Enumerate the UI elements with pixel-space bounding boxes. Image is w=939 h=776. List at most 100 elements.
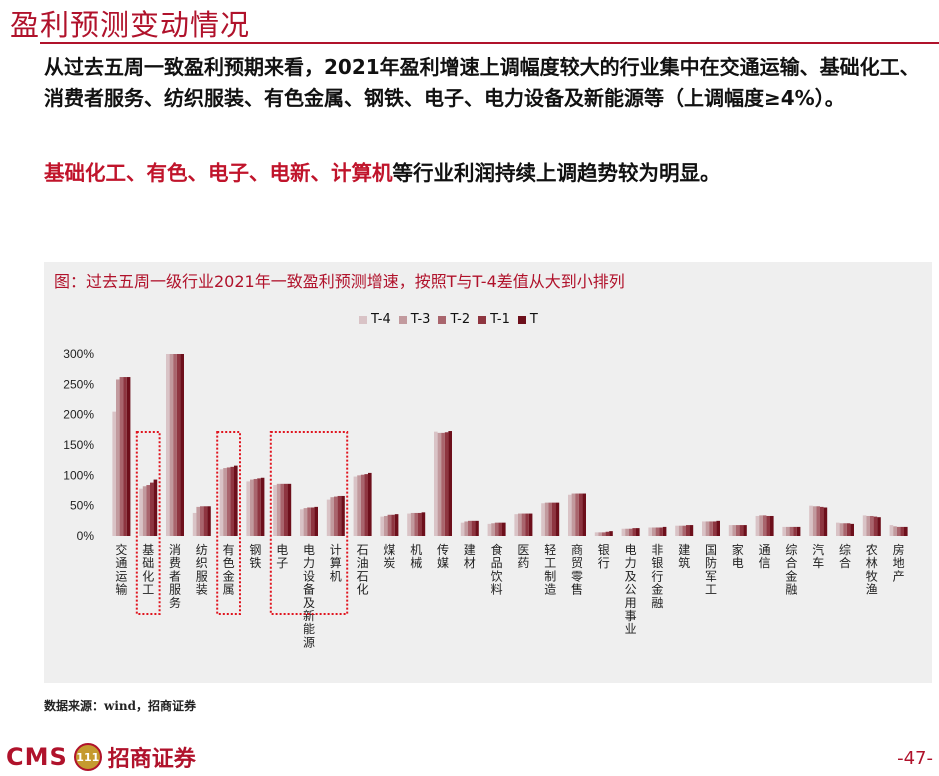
bar-T-1-9 xyxy=(364,474,368,536)
bar-T-4 xyxy=(234,465,238,536)
x-category-label-char: 通 xyxy=(759,543,771,557)
x-category-label-char: 家 xyxy=(732,542,744,557)
x-category-label-char: 融 xyxy=(785,583,797,597)
bar-T-2 xyxy=(180,354,184,536)
x-category-label-char: 设 xyxy=(303,569,315,583)
bar-T-11 xyxy=(421,512,426,536)
bar-T-1-14 xyxy=(498,522,502,536)
bar-T-13 xyxy=(475,520,479,536)
x-category-label-char: 非 xyxy=(651,543,663,557)
x-category-label-char: 林 xyxy=(866,556,878,570)
bar-T-1-19 xyxy=(632,528,636,536)
x-category-label-char: 牧 xyxy=(866,569,878,583)
x-category-label-char: 算 xyxy=(330,555,342,570)
summary-paragraph: 从过去五周一致盈利预期来看，2021年盈利增速上调幅度较大的行业集中在交通运输、… xyxy=(44,52,934,114)
bar-T-4-14 xyxy=(487,523,492,536)
bar-T-9 xyxy=(368,472,372,536)
bar-T-28 xyxy=(877,517,881,536)
bar-T-1-23 xyxy=(739,525,744,536)
x-category-label-char: 石 xyxy=(357,569,369,583)
x-category-label-char: 农 xyxy=(866,543,878,557)
x-category-label-char: 油 xyxy=(357,556,369,570)
bar-T-2-28 xyxy=(870,515,874,536)
x-category-label-char: 制 xyxy=(544,569,556,583)
bar-T-3-9 xyxy=(357,475,361,536)
x-category-label-char: 金 xyxy=(785,568,797,583)
x-category-label-char: 能 xyxy=(303,622,315,636)
bar-T-2-26 xyxy=(816,506,820,536)
bar-T-8 xyxy=(341,495,345,536)
x-category-label-char: 材 xyxy=(464,556,476,570)
x-category-label-char: 合 xyxy=(839,555,851,570)
bar-T-1-21 xyxy=(686,525,690,536)
bar-T-1-15 xyxy=(525,513,529,536)
y-tick-label: 200% xyxy=(63,408,94,422)
x-category-label-char: 医 xyxy=(517,543,529,557)
bar-T-29 xyxy=(904,526,908,536)
summary-part1: 从过去五周一致盈利预期来看， xyxy=(44,55,324,79)
bar-T-1-2 xyxy=(176,354,181,536)
legend-item-2: T-2 xyxy=(438,312,470,327)
bar-T-14 xyxy=(502,522,506,536)
logo-badge-icon: 111 xyxy=(73,743,102,771)
bar-T-2-21 xyxy=(682,525,686,536)
x-category-label-char: 运 xyxy=(115,569,127,583)
page-title: 盈利预测变动情况 xyxy=(10,8,251,42)
bar-T-2-7 xyxy=(307,507,311,536)
x-category-label-char: 输 xyxy=(115,582,127,597)
bar-T-4-26 xyxy=(809,505,813,536)
bar-T-2-23 xyxy=(736,525,740,536)
bar-T-1-25 xyxy=(793,526,797,536)
bar-T-4-9 xyxy=(353,476,358,536)
bar-T-1-10 xyxy=(391,514,395,536)
x-category-label-char: 石 xyxy=(357,543,369,557)
bar-T-2-3 xyxy=(200,506,204,536)
x-category-label-char: 电 xyxy=(303,543,315,557)
bar-T-3-1 xyxy=(142,486,147,536)
x-category-label-char: 品 xyxy=(491,556,503,570)
bar-T-4-20 xyxy=(648,527,652,536)
x-category-label-char: 钢 xyxy=(249,543,261,557)
x-category-label-char: 基 xyxy=(142,543,154,557)
legend-swatch-4 xyxy=(517,315,526,324)
x-category-label-char: 消 xyxy=(169,543,181,557)
x-category-label-char: 贸 xyxy=(571,556,583,570)
bar-T-3-26 xyxy=(812,506,817,536)
legend-swatch-2 xyxy=(438,315,447,324)
x-category-label-char: 商 xyxy=(571,542,583,557)
bar-T-12 xyxy=(448,431,452,536)
bar-T-2-15 xyxy=(521,513,526,536)
bar-T-4-1 xyxy=(139,488,143,536)
bar-T-4-7 xyxy=(300,509,304,536)
legend-label-3: T-1 xyxy=(490,312,510,327)
bar-T-7 xyxy=(314,506,318,536)
bar-T-3-21 xyxy=(678,525,683,536)
bar-T-5 xyxy=(260,477,265,536)
x-category-label-char: 源 xyxy=(303,635,315,649)
bar-T-2-14 xyxy=(494,522,499,536)
bar-T-3-6 xyxy=(276,483,281,536)
x-category-label-char: 事 xyxy=(625,609,637,623)
bar-T-23 xyxy=(743,525,747,536)
x-category-label-char: 公 xyxy=(625,583,637,597)
y-tick-label: 0% xyxy=(77,529,95,543)
x-category-label-char: 服 xyxy=(169,583,181,597)
bar-T-3-8 xyxy=(330,497,334,536)
bar-T-2-17 xyxy=(575,493,579,536)
bar-T-2-10 xyxy=(387,514,392,536)
y-tick-label: 300% xyxy=(63,347,94,361)
x-category-label-char: 织 xyxy=(196,556,208,570)
bar-T-2-22 xyxy=(709,521,713,536)
bar-T-2-18 xyxy=(602,532,606,536)
bar-T-22 xyxy=(716,520,720,536)
x-category-label-char: 色 xyxy=(223,556,235,570)
x-category-label-char: 药 xyxy=(517,556,529,570)
x-category-label-char: 媒 xyxy=(437,556,449,570)
trend-rest: 等行业利润持续上调趋势较为明显。 xyxy=(392,161,721,185)
bar-T-21 xyxy=(689,525,694,536)
x-category-label-char: 通 xyxy=(115,556,127,570)
legend-item-1: T-3 xyxy=(398,312,430,327)
x-category-label-char: 传 xyxy=(437,542,449,557)
bar-T-2-13 xyxy=(468,520,472,536)
x-category-label-char: 军 xyxy=(705,569,717,583)
